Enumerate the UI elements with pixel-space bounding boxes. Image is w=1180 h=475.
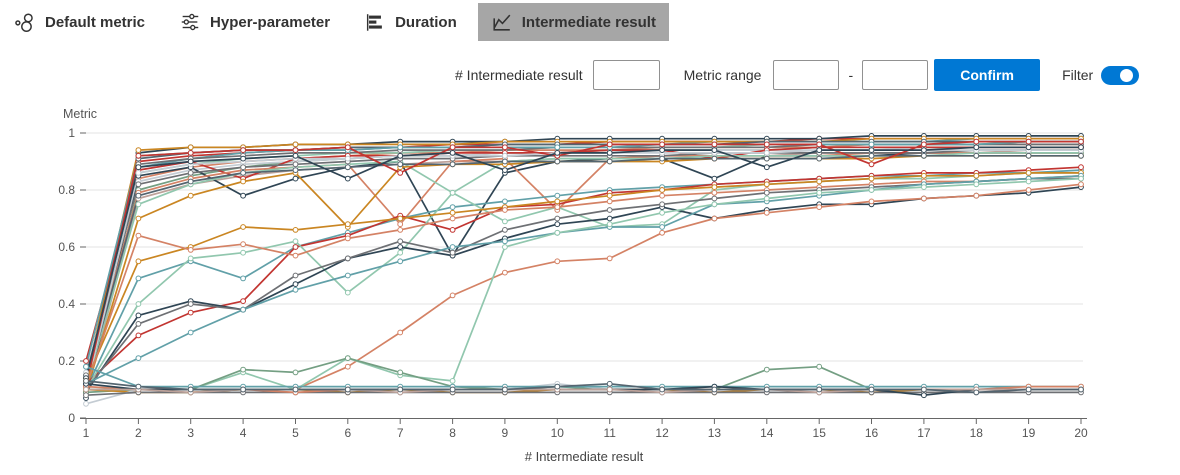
trial-line[interactable] xyxy=(85,154,1081,385)
trial-line[interactable] xyxy=(85,140,1081,387)
tab-default-metric[interactable]: Default metric xyxy=(1,3,158,41)
intermediate-count-input[interactable] xyxy=(592,60,660,90)
intermediate-result-icon xyxy=(491,11,513,33)
x-tick-label: 10 xyxy=(551,426,565,440)
intermediate-count-label: # Intermediate result xyxy=(455,67,583,83)
filter-toggle[interactable] xyxy=(1101,65,1140,85)
x-tick-label: 8 xyxy=(449,426,456,440)
trial-markers xyxy=(83,144,1084,382)
default-metric-icon xyxy=(14,11,36,33)
x-tick-label: 1 xyxy=(83,426,90,440)
tab-label: Duration xyxy=(395,13,457,31)
y-axis-title: Metric xyxy=(63,107,97,121)
x-tick-label: 13 xyxy=(708,426,722,440)
metric-range-label: Metric range xyxy=(683,67,762,83)
x-tick-label: 16 xyxy=(865,426,879,440)
x-tick-label: 19 xyxy=(1022,426,1036,440)
tab-duration[interactable]: Duration xyxy=(351,3,470,41)
filter-label: Filter xyxy=(1062,67,1094,83)
trial-markers xyxy=(83,170,1084,384)
y-tick-label: 0.4 xyxy=(58,297,75,311)
trial-line[interactable] xyxy=(85,177,1081,391)
tab-label: Default metric xyxy=(45,13,146,31)
x-tick-label: 18 xyxy=(970,426,984,440)
x-tick-label: 3 xyxy=(187,426,194,440)
x-tick-label: 20 xyxy=(1074,426,1088,440)
trial-line[interactable] xyxy=(85,172,1081,382)
trial-line[interactable] xyxy=(85,174,1082,385)
x-tick-label: 11 xyxy=(603,426,616,440)
duration-icon xyxy=(364,11,386,33)
trial-markers xyxy=(83,175,1084,393)
view-tab-bar: Default metric Hyper-parameter Duration Int… xyxy=(1,3,669,41)
x-tick-label: 5 xyxy=(292,426,299,440)
trial-markers xyxy=(83,175,1084,393)
trial-line[interactable] xyxy=(85,143,1081,384)
x-tick-label: 4 xyxy=(240,426,247,440)
trial-line[interactable] xyxy=(85,391,1081,397)
toggle-knob xyxy=(1120,68,1134,82)
x-tick-label: 6 xyxy=(344,426,351,440)
trial-line[interactable] xyxy=(85,172,1081,390)
trial-markers xyxy=(83,172,1084,390)
trial-line[interactable] xyxy=(86,177,1082,391)
hyper-parameter-icon xyxy=(179,11,201,33)
x-tick-label: 9 xyxy=(502,426,509,440)
y-tick-label: 0.2 xyxy=(58,354,75,368)
trial-line[interactable] xyxy=(85,380,1081,394)
trial-markers xyxy=(83,167,1084,393)
trial-markers xyxy=(83,152,1084,387)
range-separator: - xyxy=(848,67,854,83)
x-tick-label: 15 xyxy=(813,426,827,440)
trial-line[interactable] xyxy=(85,152,1081,387)
filter-controls: # Intermediate result Metric range - Con… xyxy=(455,59,1140,91)
x-tick-label: 7 xyxy=(397,426,404,440)
tab-hyper-parameter[interactable]: Hyper-parameter xyxy=(166,3,343,41)
trial-markers xyxy=(83,172,1084,387)
x-tick-label: 14 xyxy=(760,426,774,440)
tab-intermediate-result[interactable]: Intermediate result xyxy=(477,3,669,41)
trial-line[interactable] xyxy=(85,169,1082,390)
trial-line[interactable] xyxy=(85,149,1081,376)
y-tick-label: 0 xyxy=(68,411,75,425)
trial-line[interactable] xyxy=(85,365,1081,388)
tab-label: Intermediate result xyxy=(521,13,656,31)
x-tick-label: 17 xyxy=(917,426,931,440)
metric-range-min-input[interactable] xyxy=(773,60,840,90)
trial-markers xyxy=(83,141,1084,390)
trial-line[interactable] xyxy=(85,174,1082,387)
y-tick-label: 1 xyxy=(68,126,75,140)
trial-markers xyxy=(83,378,1084,396)
confirm-button[interactable]: Confirm xyxy=(934,59,1041,91)
metric-range-max-input[interactable] xyxy=(862,60,929,90)
x-axis-title: # Intermediate result xyxy=(525,449,644,464)
y-tick-label: 0.6 xyxy=(58,240,75,254)
x-tick-label: 2 xyxy=(135,426,142,440)
trial-line[interactable] xyxy=(85,137,1081,379)
trial-line[interactable] xyxy=(85,146,1081,379)
x-tick-label: 12 xyxy=(655,426,669,440)
y-tick-label: 0.8 xyxy=(58,183,75,197)
tab-label: Hyper-parameter xyxy=(210,13,331,31)
